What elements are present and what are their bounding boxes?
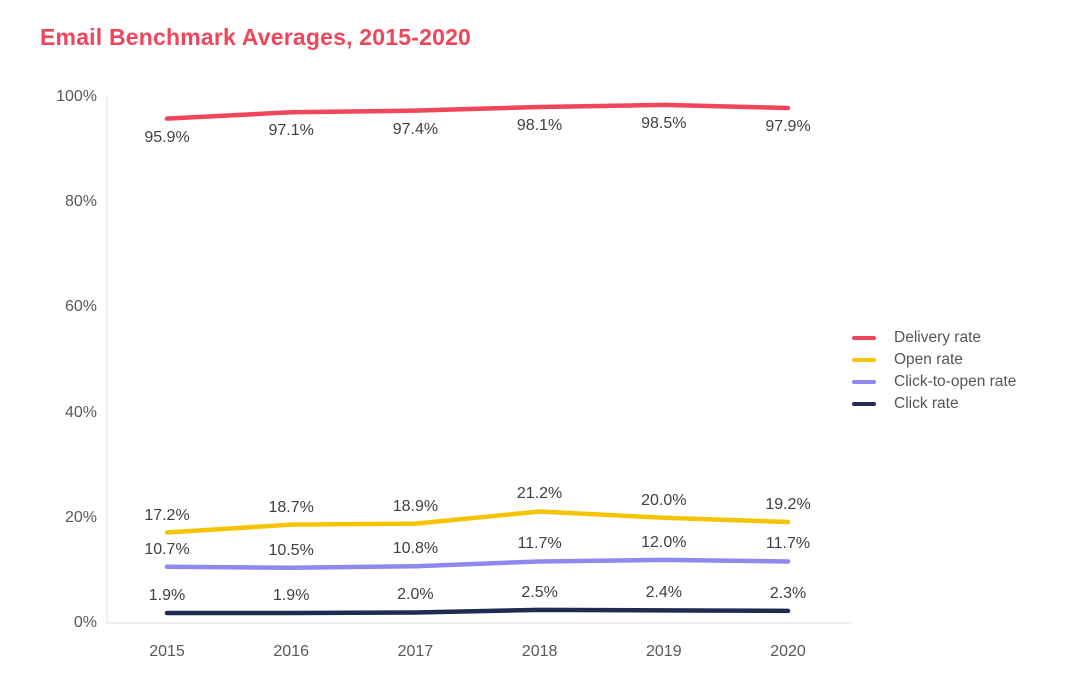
series-line-open-rate: [164, 509, 791, 535]
y-tick-label: 60%: [64, 298, 97, 316]
legend-item-click-rate: Click rate: [852, 395, 1016, 413]
data-label-click-to-open-rate: 11.7%: [517, 535, 562, 553]
legend-swatch-delivery-rate: [852, 336, 876, 340]
data-label-open-rate: 18.9%: [392, 497, 439, 515]
data-label-click-to-open-rate: 10.8%: [392, 540, 439, 558]
data-label-open-rate: 17.2%: [144, 506, 190, 524]
legend-swatch-click-rate: [852, 402, 876, 406]
data-label-delivery-rate: 95.9%: [144, 128, 190, 146]
data-label-open-rate: 20.0%: [641, 491, 687, 509]
data-label-click-to-open-rate: 10.5%: [268, 541, 314, 559]
legend-item-click-to-open-rate: Click-to-open rate: [852, 373, 1016, 391]
y-tick-label: 40%: [64, 403, 97, 421]
chart-title: Email Benchmark Averages, 2015-2020: [40, 24, 472, 50]
x-tick-label: 2017: [397, 643, 434, 660]
series-line-click-to-open-rate: [164, 557, 791, 571]
legend: Delivery rate Open rate Click-to-open rate…: [852, 329, 1016, 413]
x-tick-label: 2018: [521, 643, 558, 660]
legend-swatch-click-to-open-rate: [852, 380, 876, 384]
data-label-click-rate: 1.9%: [272, 587, 310, 604]
data-label-delivery-rate: 97.1%: [268, 122, 314, 140]
data-label-click-rate: 2.4%: [645, 584, 683, 602]
data-label-open-rate: 19.2%: [765, 496, 811, 513]
y-tick-label: 100%: [56, 88, 97, 105]
data-label-delivery-rate: 97.4%: [392, 120, 439, 138]
data-label-click-to-open-rate: 11.7%: [765, 535, 811, 553]
data-label-delivery-rate: 98.1%: [516, 116, 563, 134]
x-tick-label: 2015: [149, 643, 185, 660]
data-label-delivery-rate: 97.9%: [765, 118, 811, 136]
y-tick-label: 0%: [73, 614, 97, 631]
data-label-click-to-open-rate: 12.0%: [641, 533, 687, 551]
x-tick-label: 2020: [770, 643, 806, 660]
legend-label: Click-to-open rate: [894, 373, 1017, 390]
x-tick-label: 2019: [646, 643, 682, 660]
x-tick-label: 2016: [273, 643, 309, 660]
y-tick-label: 20%: [64, 508, 97, 526]
data-label-delivery-rate: 98.5%: [641, 114, 687, 132]
legend-item-open-rate: Open rate: [852, 351, 1016, 369]
data-label-open-rate: 18.7%: [268, 498, 314, 516]
y-tick-label: 80%: [64, 193, 97, 211]
legend-label: Delivery rate: [894, 329, 981, 346]
data-label-click-rate: 2.0%: [397, 586, 434, 604]
data-label-click-rate: 2.5%: [521, 583, 558, 601]
data-label-click-to-open-rate: 10.7%: [144, 540, 190, 558]
data-label-open-rate: 21.2%: [516, 485, 563, 503]
series-line-click-rate: [164, 607, 791, 616]
legend-label: Click rate: [894, 395, 959, 412]
legend-item-delivery-rate: Delivery rate: [852, 329, 1016, 347]
legend-swatch-open-rate: [852, 358, 876, 362]
legend-label: Open rate: [894, 351, 963, 368]
series-line-delivery-rate: [164, 102, 791, 121]
data-label-click-rate: 1.9%: [148, 587, 186, 604]
data-label-click-rate: 2.3%: [769, 584, 807, 602]
